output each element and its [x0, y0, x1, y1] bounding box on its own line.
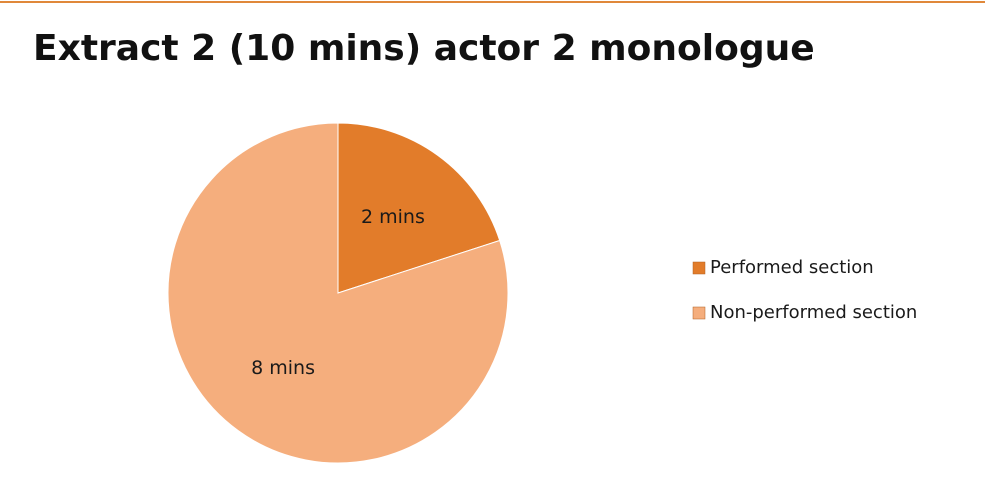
- pie-slice: [167, 122, 509, 464]
- legend-swatch: [692, 261, 706, 275]
- legend-label: Non-performed section: [710, 302, 917, 323]
- legend-swatch: [692, 306, 706, 320]
- legend-label: Performed section: [710, 257, 874, 278]
- data-label: 2 mins: [361, 206, 425, 228]
- pie-slice: [337, 122, 501, 294]
- chart-title: Extract 2 (10 mins) actor 2 monologue: [33, 28, 815, 69]
- data-label: 8 mins: [251, 357, 315, 379]
